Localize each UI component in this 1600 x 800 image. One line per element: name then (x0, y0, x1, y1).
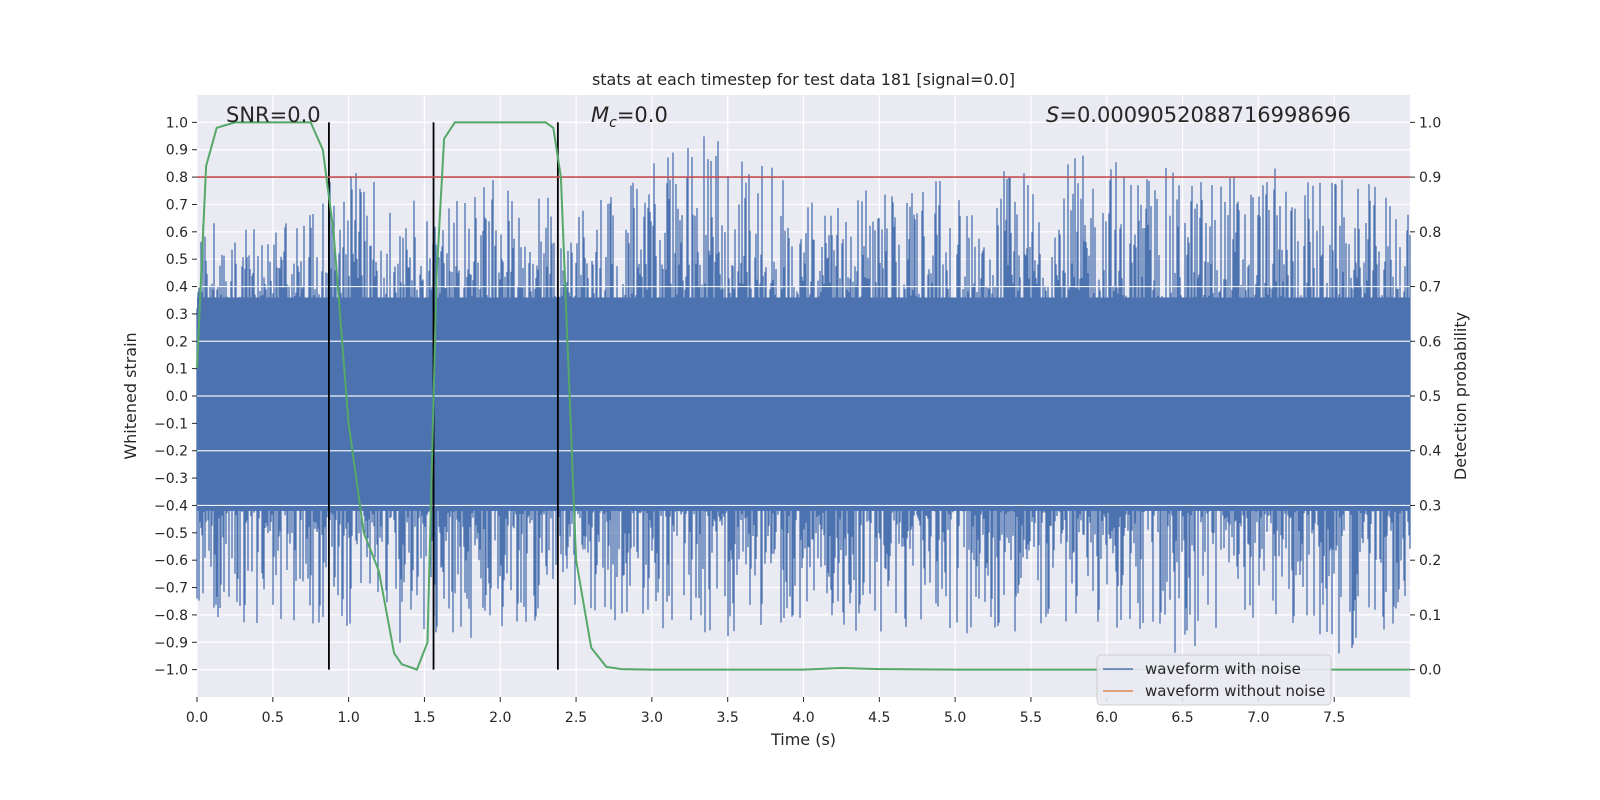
legend-label: waveform with noise (1145, 660, 1301, 678)
mc-subscript: c (609, 115, 617, 131)
y2-tick-label: 0.1 (1419, 608, 1441, 624)
y-tick-label: 0.2 (166, 334, 188, 350)
y-tick-label: −0.7 (154, 581, 188, 597)
y-axis-label: Whitened strain (121, 332, 140, 459)
x-tick-label: 6.0 (1096, 710, 1118, 726)
y-tick-label: −0.6 (154, 553, 188, 569)
x-tick-label: 2.0 (489, 710, 511, 726)
y2-tick-label: 0.2 (1419, 553, 1441, 569)
y2-tick-label: 0.0 (1419, 663, 1441, 679)
y-tick-label: −0.9 (154, 635, 188, 651)
s-annotation: S=0.0009052088716998696 (1046, 103, 1351, 127)
x-tick-label: 5.5 (1020, 710, 1042, 726)
y2-axis-ticks: 1.0 0.9 0.8 0.7 0.6 0.5 0.4 0.3 0.2 0.1 0.0 (1410, 115, 1441, 679)
x-tick-label: 1.0 (337, 710, 359, 726)
x-tick-label: 7.5 (1323, 710, 1345, 726)
x-tick-label: 1.5 (413, 710, 435, 726)
detection-probability-line (196, 121, 1410, 671)
y-tick-label: −0.8 (154, 608, 188, 624)
y-tick-label: −0.5 (154, 526, 188, 542)
y2-tick-label: 1.0 (1419, 115, 1441, 131)
s-symbol: S (1046, 103, 1059, 127)
mc-value: =0.0 (617, 103, 668, 127)
y-tick-label: 0.8 (166, 170, 188, 186)
y-tick-label: −0.2 (154, 444, 188, 460)
y2-tick-label: 0.6 (1419, 334, 1441, 350)
y2-tick-label: 0.5 (1419, 389, 1441, 405)
y2-tick-label: 0.3 (1419, 498, 1441, 514)
y-tick-label: −0.1 (154, 416, 188, 432)
x-tick-label: 4.5 (868, 710, 890, 726)
y-tick-label: 0.3 (166, 307, 188, 323)
y2-tick-label: 0.4 (1419, 444, 1441, 460)
legend-label: waveform without noise (1145, 682, 1325, 700)
legend-box (1096, 654, 1332, 706)
x-tick-label: 0.5 (262, 710, 284, 726)
x-axis-label: Time (s) (770, 730, 836, 749)
mc-annotation: Mc=0.0 (591, 103, 668, 131)
x-tick-label: 6.5 (1171, 710, 1193, 726)
x-tick-label: 3.0 (641, 710, 663, 726)
x-tick-label: 4.0 (792, 710, 814, 726)
y-tick-label: 0.9 (166, 143, 188, 159)
x-tick-label: 7.0 (1247, 710, 1269, 726)
y-tick-label: 1.0 (166, 115, 188, 131)
y-tick-label: 0.0 (166, 389, 188, 405)
y-tick-label: 0.1 (166, 362, 188, 378)
x-tick-label: 2.5 (565, 710, 587, 726)
y-tick-label: 0.6 (166, 225, 188, 241)
x-tick-label: 5.0 (944, 710, 966, 726)
noise-band (197, 297, 1410, 511)
series-waveform-with-noise (196, 136, 1411, 654)
y2-tick-label: 0.9 (1419, 170, 1441, 186)
series-detection-probability (196, 121, 1410, 671)
x-tick-label: 3.5 (717, 710, 739, 726)
y2-axis-label: Detection probability (1451, 312, 1470, 480)
y-axis-ticks: 1.0 0.9 0.8 0.7 0.6 0.5 0.4 0.3 0.2 0.1 0.0 −0.1 −0.… (154, 115, 197, 679)
y2-tick-label: 0.8 (1419, 225, 1441, 241)
legend: waveform with noise waveform without nois… (1096, 654, 1332, 706)
y-tick-label: −0.3 (154, 471, 188, 487)
chart-title: stats at each timestep for test data 181… (592, 70, 1015, 89)
y-tick-label: 0.5 (166, 252, 188, 268)
s-value: =0.0009052088716998696 (1059, 103, 1351, 127)
mc-symbol: M (591, 103, 609, 127)
y-tick-label: −1.0 (154, 663, 188, 679)
y-tick-label: 0.7 (166, 197, 188, 213)
y-tick-label: −0.4 (154, 498, 188, 514)
x-tick-label: 0.0 (186, 710, 208, 726)
x-axis-ticks: 0.0 0.5 1.0 1.5 2.0 2.5 3.0 3.5 4.0 4.5 5.0 5.5 6.0 6… (186, 697, 1345, 726)
y2-tick-label: 0.7 (1419, 280, 1441, 296)
y-tick-label: 0.4 (166, 280, 188, 296)
snr-annotation: SNR=0.0 (226, 103, 321, 127)
